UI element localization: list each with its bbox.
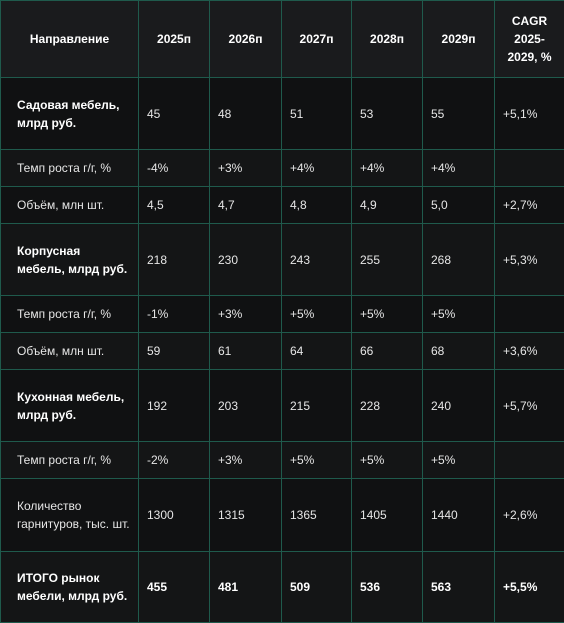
header-row: Направление 2025п 2026п 2027п 2028п 2029… — [0, 0, 564, 78]
table-row: Кухонная мебель, млрд руб. 192 203 215 2… — [0, 369, 564, 442]
cell-2029: 563 — [422, 551, 495, 623]
cell-2028: +5% — [351, 295, 423, 333]
cell-2025: 4,5 — [138, 186, 210, 224]
cell-2025: -2% — [138, 441, 210, 479]
cell-2027: 1365 — [281, 478, 352, 552]
table-row-total: ИТОГО рынок мебели, млрд руб. 455 481 50… — [0, 551, 564, 623]
cell-2026: 48 — [209, 77, 282, 150]
row-label: Количество гарнитуров, тыс. шт. — [0, 478, 139, 552]
header-2027: 2027п — [281, 0, 352, 78]
row-label: Темп роста г/г, % — [0, 149, 139, 187]
header-2025: 2025п — [138, 0, 210, 78]
cell-2028: +4% — [351, 149, 423, 187]
cell-2027: 509 — [281, 551, 352, 623]
row-label: Темп роста г/г, % — [0, 441, 139, 479]
table-row: Садовая мебель, млрд руб. 45 48 51 53 55… — [0, 77, 564, 150]
cell-2028: 53 — [351, 77, 423, 150]
cell-cagr: +5,3% — [494, 223, 564, 296]
cell-2028: 228 — [351, 369, 423, 442]
cell-2026: 481 — [209, 551, 282, 623]
cell-2025: 192 — [138, 369, 210, 442]
row-label: Темп роста г/г, % — [0, 295, 139, 333]
cell-cagr — [494, 149, 564, 187]
cell-cagr: +2,6% — [494, 478, 564, 552]
cell-cagr — [494, 441, 564, 479]
cell-cagr — [494, 295, 564, 333]
cell-cagr: +5,5% — [494, 551, 564, 623]
cell-2025: 218 — [138, 223, 210, 296]
cell-2029: 268 — [422, 223, 495, 296]
row-label: ИТОГО рынок мебели, млрд руб. — [0, 551, 139, 623]
header-2026: 2026п — [209, 0, 282, 78]
cell-2027: 215 — [281, 369, 352, 442]
cell-cagr: +5,7% — [494, 369, 564, 442]
cell-cagr: +2,7% — [494, 186, 564, 224]
cell-2028: 4,9 — [351, 186, 423, 224]
header-cagr: CAGR 2025-2029, % — [494, 0, 564, 78]
row-label: Объём, млн шт. — [0, 332, 139, 370]
cell-2027: +5% — [281, 441, 352, 479]
cell-2026: 4,7 — [209, 186, 282, 224]
cell-2029: +4% — [422, 149, 495, 187]
cell-2026: +3% — [209, 441, 282, 479]
cell-2027: 51 — [281, 77, 352, 150]
cell-2025: 455 — [138, 551, 210, 623]
cell-2026: 203 — [209, 369, 282, 442]
cell-2025: -4% — [138, 149, 210, 187]
cell-2027: +4% — [281, 149, 352, 187]
cell-2028: 66 — [351, 332, 423, 370]
cell-2025: 59 — [138, 332, 210, 370]
cell-2027: 4,8 — [281, 186, 352, 224]
cell-2029: +5% — [422, 441, 495, 479]
cell-2026: 61 — [209, 332, 282, 370]
cell-2028: 255 — [351, 223, 423, 296]
cell-2027: 243 — [281, 223, 352, 296]
cell-2025: -1% — [138, 295, 210, 333]
cell-2029: 240 — [422, 369, 495, 442]
header-2028: 2028п — [351, 0, 423, 78]
cell-2029: +5% — [422, 295, 495, 333]
cell-2029: 55 — [422, 77, 495, 150]
row-label: Садовая мебель, млрд руб. — [0, 77, 139, 150]
cell-2026: +3% — [209, 149, 282, 187]
cell-cagr: +5,1% — [494, 77, 564, 150]
cell-2029: 1440 — [422, 478, 495, 552]
table-row: Темп роста г/г, % -4% +3% +4% +4% +4% — [0, 149, 564, 187]
header-direction: Направление — [0, 0, 139, 78]
row-label: Объём, млн шт. — [0, 186, 139, 224]
cell-2026: 230 — [209, 223, 282, 296]
cell-2029: 68 — [422, 332, 495, 370]
cell-2028: 1405 — [351, 478, 423, 552]
cell-2025: 1300 — [138, 478, 210, 552]
table-row: Корпусная мебель, млрд руб. 218 230 243 … — [0, 223, 564, 296]
header-2029: 2029п — [422, 0, 495, 78]
table-row: Объём, млн шт. 59 61 64 66 68 +3,6% — [0, 332, 564, 370]
cell-2028: 536 — [351, 551, 423, 623]
cell-2029: 5,0 — [422, 186, 495, 224]
table-row: Объём, млн шт. 4,5 4,7 4,8 4,9 5,0 +2,7% — [0, 186, 564, 224]
cell-2026: +3% — [209, 295, 282, 333]
table-row: Количество гарнитуров, тыс. шт. 1300 131… — [0, 478, 564, 552]
table-row: Темп роста г/г, % -2% +3% +5% +5% +5% — [0, 441, 564, 479]
table-row: Темп роста г/г, % -1% +3% +5% +5% +5% — [0, 295, 564, 333]
cell-2025: 45 — [138, 77, 210, 150]
row-label: Кухонная мебель, млрд руб. — [0, 369, 139, 442]
cell-2026: 1315 — [209, 478, 282, 552]
row-label: Корпусная мебель, млрд руб. — [0, 223, 139, 296]
cell-2027: +5% — [281, 295, 352, 333]
cell-2028: +5% — [351, 441, 423, 479]
cell-2027: 64 — [281, 332, 352, 370]
cell-cagr: +3,6% — [494, 332, 564, 370]
